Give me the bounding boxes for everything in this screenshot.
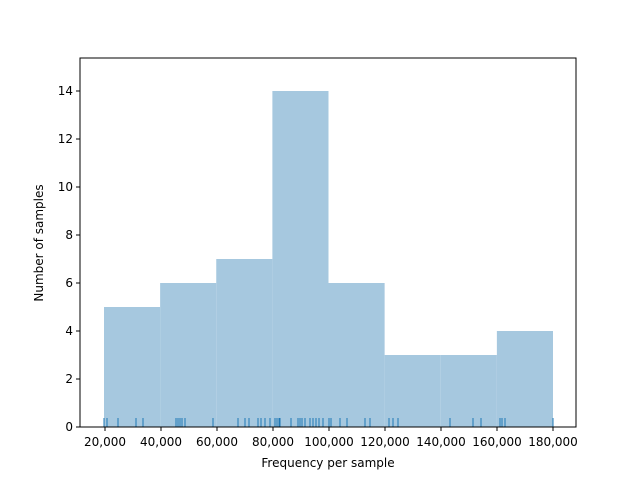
y-tick-label: 8 bbox=[65, 228, 73, 242]
bar bbox=[496, 331, 554, 427]
x-tick-label: 140,000 bbox=[416, 435, 466, 449]
bar bbox=[216, 259, 273, 427]
bar bbox=[440, 355, 497, 427]
y-tick-label: 14 bbox=[58, 84, 73, 98]
y-tick-label: 6 bbox=[65, 276, 73, 290]
bar bbox=[328, 283, 385, 427]
x-tick-label: 120,000 bbox=[360, 435, 410, 449]
bar bbox=[384, 355, 441, 427]
x-tick-label: 160,000 bbox=[472, 435, 522, 449]
x-tick-label: 100,000 bbox=[304, 435, 354, 449]
x-tick-label: 80,000 bbox=[252, 435, 294, 449]
x-axis-label: Frequency per sample bbox=[261, 456, 394, 470]
bar bbox=[160, 283, 217, 427]
x-tick-label: 40,000 bbox=[140, 435, 182, 449]
x-tick-label: 60,000 bbox=[196, 435, 238, 449]
x-tick-label: 20,000 bbox=[84, 435, 126, 449]
plot-frame bbox=[79, 57, 577, 428]
x-tick-label: 180,000 bbox=[528, 435, 578, 449]
bar bbox=[104, 307, 161, 427]
bar bbox=[272, 91, 329, 427]
y-tick-label: 2 bbox=[65, 372, 73, 386]
y-tick-label: 10 bbox=[58, 180, 73, 194]
y-axis-label: Number of samples bbox=[32, 184, 46, 301]
y-tick-label: 0 bbox=[65, 420, 73, 434]
y-tick-label: 4 bbox=[65, 324, 73, 338]
y-tick-label: 12 bbox=[58, 132, 73, 146]
